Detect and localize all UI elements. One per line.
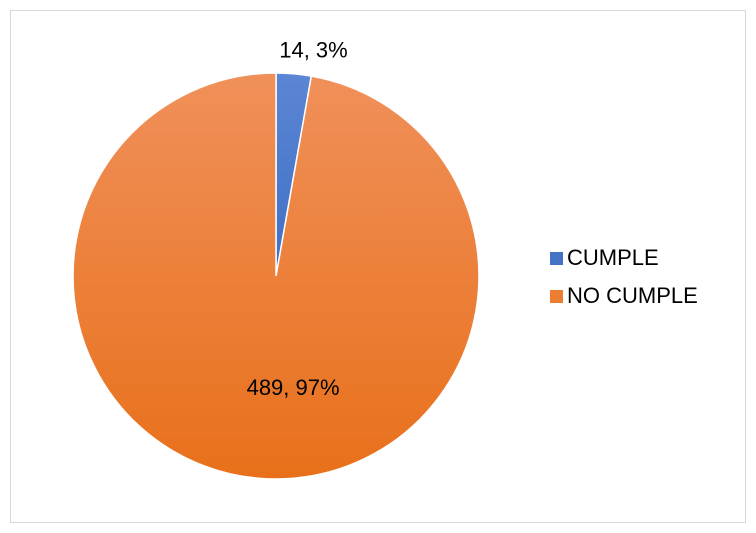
pie-chart: 14, 3% 489, 97% <box>72 38 480 480</box>
chart-area: 14, 3% 489, 97% CUMPLE NO CUMPLE <box>10 10 746 523</box>
pie-slices <box>72 72 480 480</box>
data-label-cumple: 14, 3% <box>279 38 348 63</box>
legend-item-no-cumple: NO CUMPLE <box>550 277 698 315</box>
legend-label-cumple: CUMPLE <box>567 245 659 270</box>
legend-swatch-cumple <box>550 251 563 265</box>
pie-slice-no-cumple <box>72 72 480 480</box>
data-labels: 14, 3% 489, 97% <box>247 38 348 400</box>
data-label-no-cumple: 489, 97% <box>247 375 340 400</box>
legend-swatch-no-cumple <box>550 289 563 303</box>
legend-item-cumple: CUMPLE <box>550 239 698 277</box>
legend: CUMPLE NO CUMPLE <box>550 239 698 315</box>
legend-label-no-cumple: NO CUMPLE <box>567 283 698 308</box>
